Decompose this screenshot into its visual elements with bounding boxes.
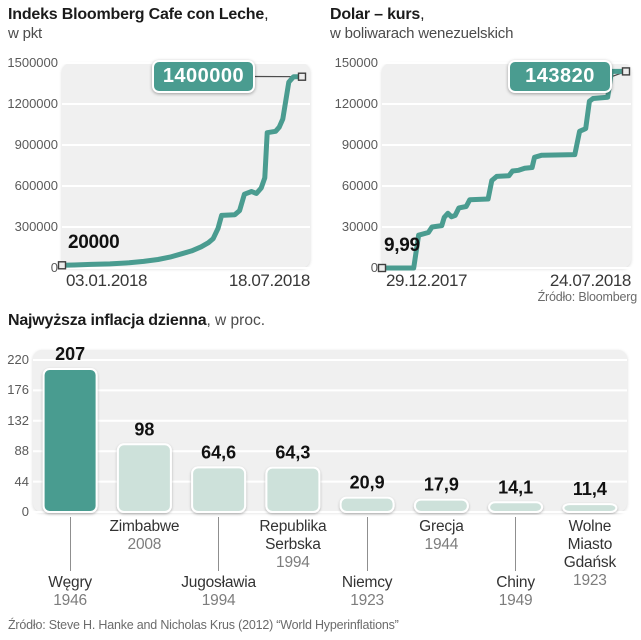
index-chart-plot [57, 62, 310, 270]
country-year: 1994 [276, 554, 310, 571]
index-chart-title-separator: , [264, 6, 269, 23]
country-name: Gdańsk [563, 554, 616, 571]
dollar-chart-unit: w boliwarach wenezuelskich [330, 25, 514, 42]
y-tick-label: 600000 [14, 178, 58, 193]
dollar-chart-source: Źródło: Bloomberg [537, 290, 638, 304]
bar-4 [339, 496, 395, 514]
country-year: 1949 [498, 592, 533, 609]
index-x-end-label: 18.07.2018 [228, 271, 310, 290]
dollar-chart-plot [377, 62, 631, 273]
country-year: 1944 [424, 536, 459, 553]
category-label-7: Wolne Miasto Gdańsk 1923 [545, 518, 635, 590]
country-name: Chiny [496, 574, 535, 591]
bar-0 [42, 368, 98, 513]
inflation-chart-plot: 207 98 64,6 64,3 20,9 17,9 14,1 11,4 [33, 344, 627, 514]
index-start-value: 20000 [68, 232, 120, 253]
y-tick-label: 0 [21, 504, 29, 519]
dollar-x-end-label: 24.07.2018 [549, 271, 631, 290]
y-tick-label: 132 [7, 412, 29, 428]
end-marker [297, 72, 307, 81]
country-year: 1923 [350, 592, 384, 609]
bar-value-label: 11,4 [573, 479, 607, 499]
y-tick-label: 150000 [334, 55, 378, 70]
label-connector-line [69, 517, 71, 571]
y-tick-label: 60000 [341, 178, 378, 193]
y-tick-label: 0 [50, 260, 58, 275]
dollar-start-value: 9,99 [384, 235, 420, 256]
country-name: Serbska [265, 536, 321, 553]
y-tick-label: 176 [7, 382, 29, 398]
category-label-6: Chiny 1949 [471, 574, 561, 610]
country-year: 1994 [201, 592, 236, 609]
category-label-0: Węgry 1946 [25, 574, 115, 610]
country-name: Wolne [568, 518, 612, 535]
y-tick-label: 1500000 [7, 55, 58, 70]
country-year: 2008 [127, 536, 162, 553]
bar-3 [265, 466, 321, 513]
country-year: 1923 [573, 572, 607, 589]
dollar-chart-title-separator: , [420, 6, 425, 23]
category-label-3: Republika Serbska 1994 [248, 518, 338, 572]
bar-value-label: 207 [55, 344, 85, 364]
y-tick-label: 88 [14, 443, 29, 459]
start-marker [377, 263, 387, 273]
country-name: Miasto [567, 536, 613, 553]
inflation-chart-source: Źródło: Steve H. Hanke and Nicholas Krus… [8, 618, 399, 632]
country-name: Zimbabwe [109, 518, 180, 535]
dollar-x-start-label: 29.12.2017 [386, 271, 468, 290]
y-tick-label: 120000 [334, 96, 378, 111]
inflation-chart-unit: , w proc. [206, 312, 266, 329]
y-tick-label: 44 [14, 473, 29, 489]
country-name: Grecja [419, 518, 464, 535]
bar-1 [116, 443, 172, 513]
country-name: Węgry [48, 574, 92, 591]
bar-5 [413, 498, 469, 514]
country-name: Jugosławia [181, 574, 256, 591]
label-connector-line [366, 517, 368, 571]
category-label-4: Niemcy 1923 [322, 574, 412, 610]
bar-value-label: 64,3 [275, 443, 310, 463]
label-connector-line [515, 517, 517, 571]
bar-value-label: 17,9 [424, 475, 459, 495]
index-chart-title: Indeks Bloomberg Cafe con Leche [8, 6, 265, 23]
y-tick-label: 300000 [14, 219, 58, 234]
country-name: Republika [259, 518, 327, 535]
y-tick-label: 1200000 [7, 96, 58, 111]
dollar-chart-title: Dolar – kurs [330, 6, 421, 23]
bar-chart-svg: 207 98 64,6 64,3 20,9 17,9 14,1 11,4 [33, 344, 627, 514]
index-end-value-badge: 1400000 [152, 60, 255, 93]
y-tick-label: 30000 [341, 219, 378, 234]
y-tick-label: 220 [7, 352, 29, 367]
bar-value-label: 14,1 [498, 477, 533, 497]
bar-7 [562, 503, 618, 514]
inflation-chart-title: Najwyższa inflacja dzienna [8, 312, 207, 329]
country-name: Niemcy [341, 574, 393, 591]
y-tick-label: 90000 [341, 137, 378, 152]
index-x-start-label: 03.01.2018 [66, 271, 148, 290]
end-marker [621, 67, 631, 76]
y-tick-label: 900000 [14, 137, 58, 152]
category-label-1: Zimbabwe 2008 [99, 518, 189, 554]
bar-value-label: 64,6 [201, 442, 236, 462]
bar-6 [488, 501, 544, 514]
series-line [379, 68, 629, 271]
dollar-end-value-badge: 143820 [508, 60, 612, 93]
dollar-chart-header: Dolar – kurs, w boliwarach wenezuelskich [330, 6, 513, 42]
inflation-chart-header: Najwyższa inflacja dzienna, w proc. [8, 312, 265, 330]
y-tick-label: 0 [370, 260, 378, 275]
category-label-2: Jugosławia 1994 [174, 574, 264, 610]
start-marker [57, 261, 67, 270]
bar-value-label: 98 [134, 419, 154, 439]
label-connector-line [218, 517, 220, 571]
series-line [59, 74, 305, 268]
index-chart-header: Indeks Bloomberg Cafe con Leche, w pkt [8, 6, 269, 42]
category-label-5: Grecja 1944 [396, 518, 486, 554]
index-chart-unit: w pkt [8, 25, 43, 42]
bar-value-label: 20,9 [350, 473, 385, 493]
country-year: 1946 [53, 592, 87, 609]
bar-2 [191, 466, 247, 513]
